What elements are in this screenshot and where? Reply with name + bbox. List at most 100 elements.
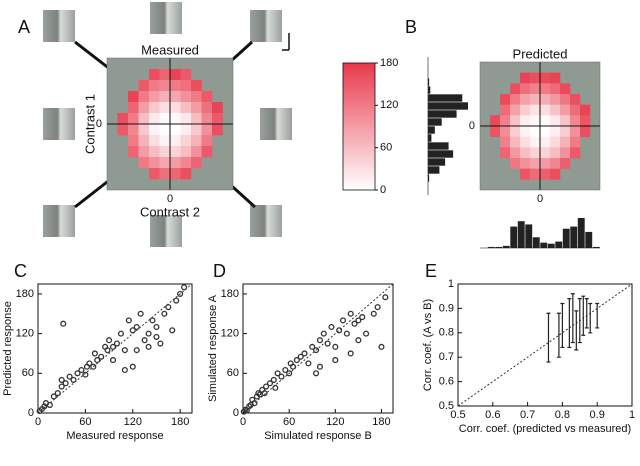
histogram-bar [428, 102, 468, 110]
scatter-point [309, 343, 316, 350]
x-tick-label: 0.7 [520, 409, 535, 421]
heatmap-cell [530, 104, 541, 116]
y-axis-label: Contrast 1 [82, 94, 97, 154]
heatmap-cell [540, 83, 551, 95]
heatmap-cell [180, 91, 192, 103]
scatter-point [328, 323, 335, 331]
heatmap-cell [138, 113, 150, 125]
scatter-point [98, 353, 105, 360]
colorbar-tick-label: 60 [380, 142, 392, 154]
panel-title: Predicted [513, 46, 568, 61]
scatter-point [137, 310, 144, 317]
y-tick-label: 60 [227, 367, 239, 379]
scatter-point [121, 366, 128, 374]
axes-frame [242, 283, 394, 414]
scatter-point [145, 330, 152, 337]
y-tick-label: 0.5 [439, 400, 454, 412]
scatter-point [62, 380, 69, 387]
heatmap-cell [201, 146, 213, 158]
heatmap-cell [510, 126, 521, 137]
y-axis-label: Predicted response [2, 301, 14, 396]
scatter-point [153, 333, 160, 340]
heatmap-cell [530, 147, 541, 159]
thumbnails [43, 2, 292, 247]
x-axis-label: Corr. coef. (predicted vs measured) [459, 423, 631, 435]
heatmap-cell [128, 113, 139, 125]
scatter-point [109, 343, 117, 350]
heatmap-cell [159, 168, 171, 180]
heatmap-cell [510, 115, 521, 127]
x-tick-label: 60 [79, 416, 91, 428]
heatmap-cell [149, 135, 160, 147]
scatter-point [145, 343, 152, 350]
histogram-bar [428, 166, 440, 174]
x-tick-label: 0 [167, 193, 173, 205]
heatmap-cell [520, 168, 531, 180]
error-bar [556, 312, 561, 358]
scatter-point [272, 384, 279, 391]
histogram-bar [428, 150, 454, 158]
y-tick-label: 0.8 [439, 327, 454, 339]
heatmap-cell [570, 126, 581, 137]
colorbar-tick-label: 0 [380, 184, 386, 196]
heatmap-cell [138, 102, 150, 114]
heatmap-cell [191, 91, 202, 103]
thumbnail [250, 205, 282, 237]
scatter-point [355, 337, 362, 344]
scatter-point [274, 370, 281, 377]
heatmap-cell [530, 83, 541, 95]
heatmap-cell [180, 102, 192, 114]
heatmap-cell [520, 104, 531, 116]
scatter-point [347, 350, 354, 357]
scatter-point [336, 327, 343, 334]
panel-label: C [14, 261, 27, 281]
scatter-point [58, 383, 65, 390]
histogram-bar [428, 118, 442, 126]
heatmap-cell [510, 136, 521, 148]
thumbnail [43, 108, 75, 140]
heatmap-cell [500, 126, 511, 137]
histogram-bar [495, 246, 503, 248]
panel-label: B [405, 17, 417, 37]
scatter-point [305, 360, 312, 367]
heatmap-cell [180, 113, 192, 125]
x-tick-label: 120 [326, 416, 344, 428]
x-tick-label: 0.8 [555, 409, 570, 421]
heatmap-cell [191, 80, 202, 92]
heatmap-cell [170, 69, 181, 81]
scatter-point [266, 380, 273, 387]
error-bar [560, 302, 565, 349]
heatmap-cell [180, 168, 192, 180]
thumbnail [250, 10, 282, 42]
scatter-point [86, 360, 93, 367]
heatmap-cell [159, 146, 171, 158]
thumbnail [43, 10, 75, 42]
heatmap-cell [138, 80, 150, 92]
histogram-bar [510, 226, 518, 248]
heatmap-cell [540, 147, 551, 159]
y-tick-label: 0.9 [439, 302, 454, 314]
histogram-bar [428, 158, 446, 166]
heatmap-cell [201, 102, 213, 114]
panel-label: D [213, 261, 226, 281]
error-bar [567, 298, 572, 349]
heatmap-cell [191, 135, 202, 147]
heatmap-cell [149, 80, 160, 92]
heatmap-cell [490, 126, 501, 137]
histogram-bar [502, 245, 510, 248]
heatmap-cell [580, 126, 591, 137]
panel-label: A [18, 17, 30, 37]
scatter-point [359, 314, 366, 321]
heatmap-cell [212, 124, 223, 136]
y-tick-label: 180 [221, 288, 239, 300]
heatmap-cell [500, 136, 511, 148]
x-tick-label: 0.5 [450, 409, 465, 421]
heatmap-cell [520, 136, 531, 148]
heatmap-cell [201, 91, 213, 103]
heatmap-cell [138, 135, 150, 147]
colorbar-tick-label: 120 [380, 99, 398, 111]
scatter-point [363, 330, 370, 337]
scale-bar [282, 33, 290, 51]
x-tick-label: 0 [240, 416, 246, 428]
histogram-bar [428, 94, 463, 102]
